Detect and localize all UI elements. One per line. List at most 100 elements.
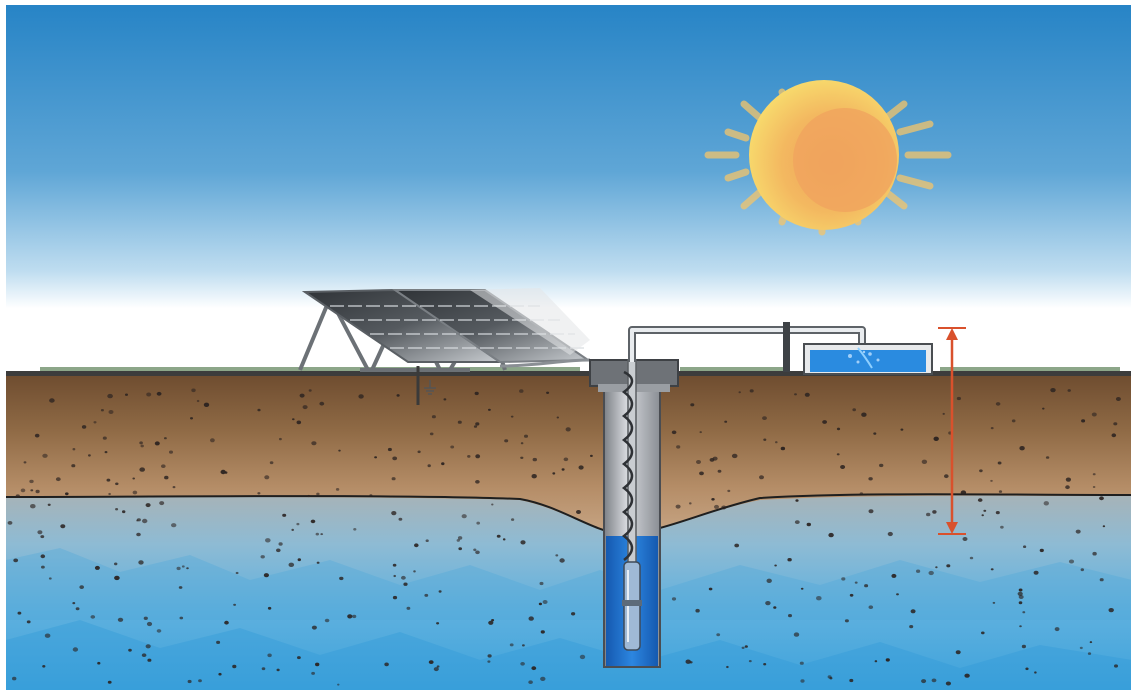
soil-particle — [1018, 595, 1024, 599]
soil-particle — [424, 593, 429, 597]
soil-particle — [42, 665, 46, 668]
soil-particle — [699, 471, 704, 476]
soil-particle — [998, 490, 1003, 493]
soil-particle — [461, 514, 467, 519]
soil-particle — [417, 450, 421, 454]
soil-particle — [414, 543, 419, 548]
soil-particle — [115, 482, 119, 486]
soil-particle — [1099, 496, 1104, 501]
soil-particle — [339, 576, 344, 581]
soil-particle — [441, 462, 445, 466]
soil-particle — [106, 478, 111, 482]
soil-particle — [139, 467, 145, 472]
soil-particle — [979, 469, 983, 473]
soil-particle — [310, 519, 316, 524]
soil-particle — [299, 393, 305, 398]
soil-particle — [491, 619, 495, 622]
power-cable — [499, 358, 591, 368]
soil-particle — [539, 581, 544, 586]
soil-particle — [885, 658, 890, 662]
soil-particle — [956, 396, 962, 401]
soil-particle — [1065, 485, 1070, 490]
soil-particle — [561, 468, 565, 471]
soil-particle — [396, 394, 400, 397]
soil-particle — [531, 474, 537, 479]
soil-particle — [671, 430, 677, 435]
soil-particle — [590, 454, 593, 457]
soil-particle — [556, 416, 559, 419]
soil-particle — [72, 448, 76, 451]
soil-particle — [302, 405, 308, 410]
soil-particle — [26, 620, 31, 624]
soil-particle — [1045, 456, 1050, 459]
soil-particle — [868, 605, 874, 609]
soil-particle — [1067, 389, 1071, 392]
soil-particle — [72, 647, 79, 652]
soil-particle — [816, 596, 822, 601]
soil-particle — [475, 480, 480, 484]
soil-particle — [1050, 388, 1056, 393]
soil-particle — [264, 475, 270, 480]
soil-particle — [393, 574, 397, 578]
soil-particle — [81, 425, 87, 429]
soil-particle — [308, 389, 312, 392]
soil-particle — [257, 408, 261, 412]
soil-particle — [210, 438, 215, 443]
soil-particle — [55, 477, 61, 482]
soil-particle — [504, 439, 509, 443]
soil-particle — [1017, 591, 1023, 596]
soil-particle — [510, 415, 514, 418]
soil-particle — [1114, 664, 1118, 668]
soil-particle — [944, 474, 949, 479]
soil-particle — [156, 629, 162, 633]
soil-particle — [347, 614, 353, 619]
soil-particle — [387, 447, 392, 452]
soil-particle — [136, 518, 141, 522]
soil-particle — [576, 510, 581, 514]
soil-particle — [108, 492, 111, 496]
soil-particle — [431, 415, 436, 419]
soil-particle — [220, 469, 226, 475]
soil-particle — [711, 498, 715, 501]
soil-particle — [921, 459, 928, 464]
soil-particle — [1019, 446, 1025, 451]
soil-particle — [315, 532, 319, 536]
soil-particle — [20, 488, 26, 493]
soil-particle — [1111, 433, 1117, 438]
soil-particle — [164, 475, 169, 480]
soil-particle — [749, 389, 754, 393]
soil-particle — [60, 524, 66, 529]
soil-particle — [13, 558, 19, 563]
soil-particle — [861, 412, 867, 417]
soil-particle — [48, 577, 52, 580]
soil-particle — [100, 409, 104, 412]
soil-particle — [142, 518, 148, 524]
soil-particle — [864, 584, 869, 588]
soil-particle — [428, 660, 434, 664]
soil-particle — [391, 510, 397, 516]
soil-particle — [93, 421, 97, 424]
soil-particle — [475, 454, 481, 459]
soil-particle — [546, 391, 550, 394]
soil-particle — [983, 509, 987, 512]
soil-particle — [990, 479, 993, 482]
soil-particle — [868, 477, 873, 481]
soil-particle — [946, 564, 951, 568]
soil-particle — [563, 457, 569, 462]
soil-particle — [738, 391, 741, 394]
soil-particle — [1021, 644, 1026, 649]
soil-particle — [502, 538, 506, 541]
soil-particle — [65, 492, 69, 496]
soil-particle — [391, 477, 396, 481]
soil-particle — [795, 499, 799, 502]
soil-particle — [392, 563, 397, 567]
soil-particle — [716, 633, 721, 637]
soil-particle — [233, 603, 237, 606]
soil-particle — [178, 586, 183, 589]
storage-tank — [803, 343, 933, 375]
soil-particle — [171, 523, 177, 528]
soil-particle — [136, 532, 141, 537]
soil-particle — [384, 662, 389, 667]
soil-particle — [191, 388, 196, 393]
soil-particle — [147, 658, 152, 662]
